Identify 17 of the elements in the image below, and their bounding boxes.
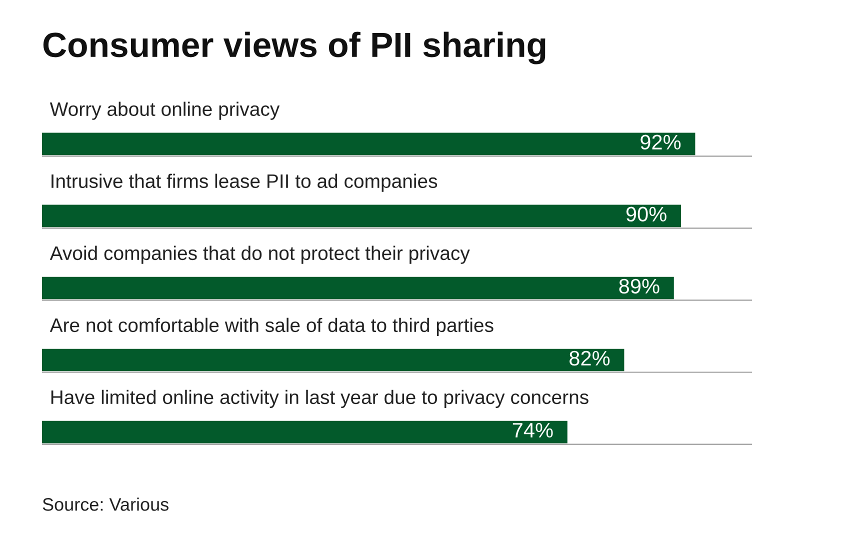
bar	[42, 276, 674, 300]
data-label: 74%	[512, 422, 553, 438]
chart-title: Consumer views of PII sharing	[43, 32, 546, 64]
bar	[42, 132, 696, 156]
y-tick-label: Are not comfortable with sale of data to third parties	[50, 318, 494, 336]
data-label: 82%	[570, 350, 610, 366]
data-label: 90%	[626, 206, 666, 222]
data-label: 89%	[619, 278, 660, 294]
bar	[42, 348, 624, 372]
source-note: Source: Various	[42, 498, 168, 511]
bar	[42, 204, 681, 228]
data-label: 92%	[640, 134, 681, 150]
bar	[42, 420, 568, 444]
y-tick-label: Intrusive that firms lease PII to ad companies	[52, 174, 438, 192]
y-tick-label: Have limited online activity in last year due to privacy concerns	[51, 390, 588, 408]
y-tick-label: Avoid companies that do not protect their privacy	[50, 246, 470, 264]
y-tick-label: Worry about online privacy	[50, 102, 280, 120]
